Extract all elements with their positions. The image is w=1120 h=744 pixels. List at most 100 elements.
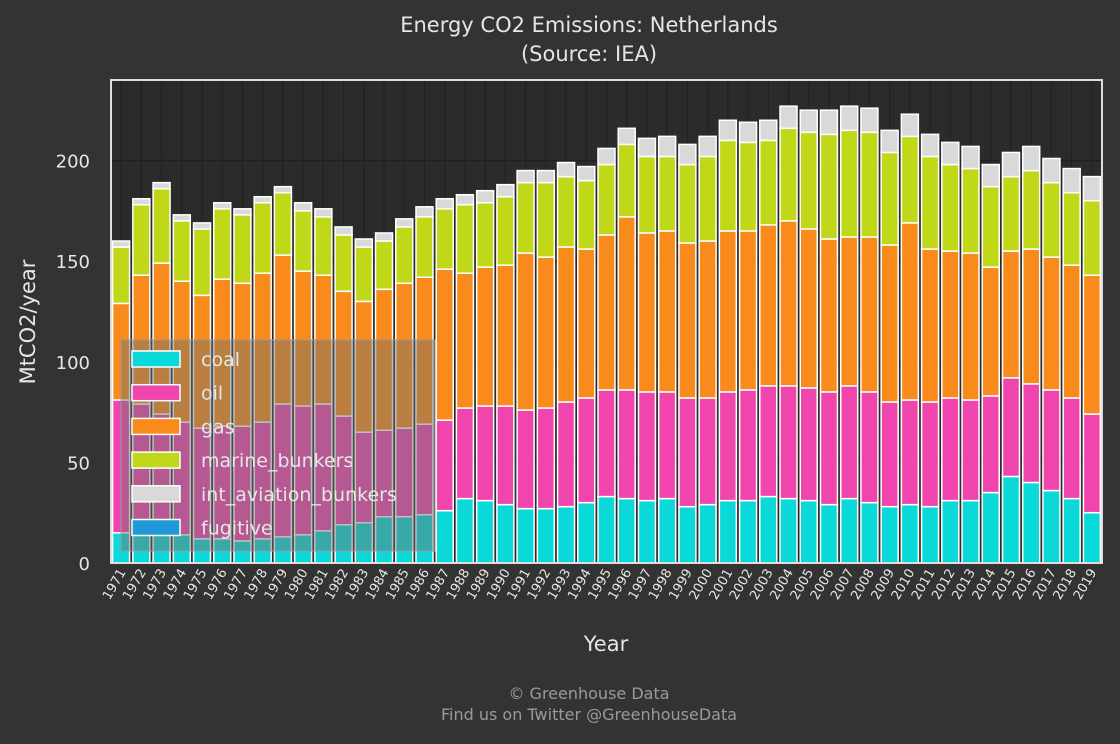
- bar-gas-2015: [1001, 250, 1021, 379]
- bar-coal-2001: [718, 499, 738, 564]
- bar-marine_bunkers-1991: [516, 181, 535, 254]
- bar-marine_bunkers-2001: [718, 139, 738, 232]
- bar-stack-2004: [779, 105, 798, 564]
- bar-stack-1975: [192, 222, 212, 564]
- legend-swatch-coal: [131, 350, 181, 368]
- bar-stack-2017: [1042, 157, 1061, 564]
- bar-marine_bunkers-1972: [132, 204, 151, 276]
- bar-gas-1998: [657, 230, 677, 393]
- bar-int_aviation_bunkers-2013: [961, 145, 980, 170]
- y-tick-label: 200: [56, 152, 90, 173]
- bar-oil-2006: [819, 391, 839, 506]
- bar-marine_bunkers-2011: [920, 155, 940, 250]
- bar-stack-2003: [759, 119, 778, 564]
- bar-marine_bunkers-1979: [273, 191, 293, 256]
- bar-int_aviation_bunkers-2008: [860, 107, 879, 134]
- bar-gas-2018: [1062, 264, 1081, 399]
- x-axis-label: Year: [583, 632, 629, 656]
- bar-stack-1994: [577, 165, 596, 564]
- bar-stack-1977: [233, 208, 252, 564]
- y-tick-label: 50: [67, 453, 90, 474]
- bar-stack-2001: [718, 119, 738, 564]
- bar-oil-2009: [880, 401, 899, 508]
- bar-int_aviation_bunkers-1992: [536, 169, 556, 184]
- bar-int_aviation_bunkers-1980: [293, 202, 313, 212]
- bar-int_aviation_bunkers-1982: [334, 226, 353, 236]
- bar-int_aviation_bunkers-2003: [759, 119, 778, 142]
- bar-coal-2013: [961, 499, 980, 564]
- bar-stack-1986: [415, 206, 434, 564]
- bar-gas-2013: [961, 252, 980, 401]
- bar-stack-1982: [334, 226, 353, 564]
- bar-marine_bunkers-1995: [597, 163, 616, 236]
- bar-oil-2005: [799, 387, 818, 502]
- bar-int_aviation_bunkers-2018: [1062, 167, 1081, 194]
- bar-stack-1981: [314, 208, 333, 564]
- bar-oil-2000: [698, 397, 717, 506]
- bar-marine_bunkers-2017: [1042, 181, 1061, 258]
- bar-gas-1991: [516, 252, 535, 411]
- bar-stack-1987: [435, 197, 454, 564]
- bar-oil-1992: [536, 407, 556, 510]
- bar-coal-1994: [577, 501, 596, 564]
- bar-coal-1996: [617, 497, 636, 564]
- bar-coal-2004: [779, 497, 798, 564]
- bar-coal-2006: [819, 503, 839, 564]
- bar-marine_bunkers-1998: [657, 155, 677, 232]
- legend-box: [120, 339, 436, 552]
- bar-coal-2017: [1042, 489, 1061, 564]
- bar-marine_bunkers-2013: [961, 167, 980, 254]
- bar-stack-1992: [536, 169, 556, 564]
- bar-stack-1999: [678, 143, 697, 564]
- bar-gas-2008: [860, 236, 879, 393]
- bar-oil-2001: [718, 391, 738, 502]
- bar-int_aviation_bunkers-2000: [698, 135, 717, 158]
- bar-marine_bunkers-1992: [536, 181, 556, 258]
- bar-int_aviation_bunkers-1971: [111, 240, 131, 248]
- legend: coal oil gas marine_bunkers int_aviation_bun…: [120, 339, 436, 552]
- bar-int_aviation_bunkers-1998: [657, 135, 677, 158]
- bar-stack-1976: [212, 202, 232, 564]
- bar-coal-1990: [496, 503, 515, 564]
- bar-gas-2001: [718, 230, 738, 393]
- legend-label-fugitive: fugitive: [201, 518, 273, 540]
- bar-marine_bunkers-1986: [415, 216, 434, 278]
- bar-oil-2008: [860, 391, 879, 504]
- bar-stack-2018: [1062, 167, 1081, 564]
- bar-gas-1999: [678, 242, 697, 399]
- bar-stack-2015: [1001, 151, 1021, 564]
- bar-marine_bunkers-1977: [233, 214, 252, 285]
- bar-oil-1994: [577, 397, 596, 504]
- bar-stack-1978: [253, 195, 272, 564]
- legend-swatch-marine_bunkers: [131, 451, 181, 469]
- y-tick-label: 100: [56, 353, 90, 374]
- bar-coal-1992: [536, 507, 556, 564]
- bar-oil-2014: [981, 395, 1001, 494]
- bar-marine_bunkers-2006: [819, 133, 839, 240]
- bar-int_aviation_bunkers-2010: [900, 113, 920, 138]
- bar-int_aviation_bunkers-1972: [132, 197, 151, 206]
- bar-coal-1991: [516, 507, 535, 564]
- bar-int_aviation_bunkers-1999: [678, 143, 697, 166]
- bar-oil-2018: [1062, 397, 1081, 500]
- bar-gas-2009: [880, 244, 899, 403]
- legend-swatch-int_aviation_bunkers: [131, 485, 181, 503]
- bar-marine_bunkers-2014: [981, 185, 1001, 268]
- bar-int_aviation_bunkers-1993: [556, 161, 576, 178]
- bar-marine_bunkers-1989: [475, 202, 495, 268]
- bar-coal-1993: [556, 505, 576, 564]
- bar-gas-1987: [435, 268, 454, 421]
- bar-oil-1998: [657, 391, 677, 500]
- bar-stacks: [111, 105, 1102, 564]
- bar-coal-2002: [738, 499, 758, 564]
- bar-oil-2013: [961, 399, 980, 502]
- legend-swatch-fugitive: [131, 518, 181, 537]
- bar-stack-1988: [455, 193, 475, 564]
- bar-oil-1989: [475, 405, 495, 502]
- bar-oil-1999: [678, 397, 697, 508]
- y-axis-label: MtCO2/year: [16, 259, 40, 384]
- bar-int_aviation_bunkers-1976: [212, 202, 232, 210]
- bar-coal-2018: [1062, 497, 1081, 564]
